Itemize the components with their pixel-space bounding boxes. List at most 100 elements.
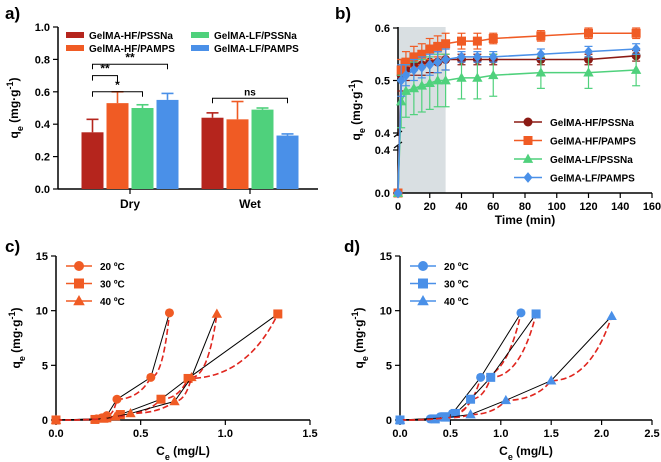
data-point: [465, 409, 476, 419]
data-point: [531, 309, 541, 319]
bar: [276, 135, 299, 189]
data-point: [186, 371, 197, 382]
x-tick-label: 1.5: [544, 428, 559, 440]
legend-label: GelMA-HF/PAMPS: [550, 137, 636, 148]
y-tick-label: 0.4: [375, 128, 391, 140]
y-tick-label: 0.4: [375, 145, 391, 157]
legend-marker: [523, 117, 533, 127]
data-point: [546, 375, 557, 385]
y-tick-label: 0.2: [35, 152, 50, 164]
y-axis-label: qe (mg·g-1): [350, 307, 370, 368]
x-axis-label: Ce (mg/L): [156, 444, 210, 462]
significance-bracket: [92, 91, 143, 97]
x-tick-label: 0.5: [133, 428, 148, 440]
data-point: [115, 410, 125, 420]
significance-label: *: [115, 78, 120, 92]
panel-label: b): [335, 4, 351, 23]
bar: [201, 117, 224, 189]
y-tick-label: 5: [386, 360, 392, 372]
data-point: [456, 72, 467, 82]
data-point: [125, 408, 136, 418]
legend-label: GelMA-LF/PSSNa: [550, 155, 633, 166]
data-point: [488, 34, 498, 43]
x-axis-label: Ce (mg/L): [499, 444, 553, 462]
data-point: [441, 39, 451, 49]
data-point: [584, 28, 593, 38]
data-point: [417, 49, 427, 59]
data-point: [396, 75, 406, 86]
legend-label: 30 ºC: [100, 280, 125, 291]
data-point: [516, 308, 526, 318]
bar: [251, 109, 274, 189]
fit-curve: [399, 313, 537, 421]
data-point: [169, 396, 180, 406]
data-point: [606, 310, 617, 320]
data-point: [394, 414, 406, 424]
fit-curve: [55, 313, 218, 421]
fit-curve: [55, 312, 171, 421]
data-point: [98, 413, 109, 423]
data-point: [486, 372, 496, 382]
significance-label: **: [100, 62, 110, 76]
data-point: [450, 408, 460, 418]
data-point: [430, 414, 440, 424]
data-point: [583, 67, 594, 77]
data-point: [401, 57, 411, 67]
data-point: [425, 59, 435, 71]
data-point: [432, 75, 443, 85]
data-point: [433, 56, 443, 68]
data-point: [416, 80, 427, 90]
data-point: [112, 394, 122, 404]
data-point: [400, 85, 412, 95]
legend-marker: [418, 278, 428, 289]
legend-label: 30 ºC: [444, 280, 469, 291]
data-point: [476, 372, 486, 382]
bar: [106, 103, 129, 189]
x-tick-label: 0.5: [443, 428, 458, 440]
data-point: [440, 75, 451, 85]
y-axis-label: qe (mg·g-1): [5, 77, 25, 138]
y-tick-label: 10: [36, 306, 48, 318]
y-tick-label: 15: [380, 251, 392, 263]
x-tick-label: 80: [519, 201, 531, 213]
legend-label: GelMA-LF/PAMPS: [214, 44, 299, 55]
x-tick-label: 60: [487, 201, 499, 213]
legend-label: 20 ºC: [100, 262, 125, 273]
data-point: [500, 394, 512, 405]
panel-label: c): [5, 237, 20, 256]
y-axis-label: qe (mg·g-1): [347, 79, 367, 140]
significance-bracket: [212, 97, 288, 104]
legend-swatch: [66, 32, 84, 38]
series-line: [55, 313, 218, 421]
y-tick-label: 15: [36, 251, 48, 263]
legend-marker: [523, 172, 533, 183]
significance-label: ns: [244, 87, 256, 98]
legend-label: 40 ºC: [444, 297, 469, 308]
x-tick-label: 0.0: [392, 428, 407, 440]
data-point: [433, 41, 443, 51]
data-point: [536, 31, 546, 41]
data-point: [536, 48, 546, 60]
legend-marker: [74, 261, 84, 271]
data-point: [631, 43, 641, 55]
panel-c: c) 0 5 10 15 0.0 0.5 1.0 1.5 Ce (mg/L) qe (mg·g-1)…: [5, 237, 318, 462]
y-axis-label: qe (mg·g-1): [7, 307, 27, 368]
x-tick-label: 1.0: [218, 428, 233, 440]
data-point: [409, 64, 419, 76]
x-tick-label: 2.0: [594, 428, 609, 440]
y-tick-label: 0.0: [375, 188, 390, 200]
data-point: [164, 308, 174, 318]
data-point: [472, 36, 482, 46]
data-point: [631, 28, 641, 38]
x-tick-label: 2.5: [644, 428, 659, 440]
significance-bracket: [92, 63, 168, 70]
legend-label: 40 ºC: [100, 297, 125, 308]
bar: [131, 108, 154, 189]
data-point: [417, 61, 427, 73]
panel-label: d): [344, 237, 360, 256]
data-point: [488, 51, 498, 63]
legend-marker: [74, 278, 84, 289]
data-point: [535, 67, 547, 77]
panel-label: a): [5, 4, 20, 23]
significance-bracket: [92, 75, 118, 81]
